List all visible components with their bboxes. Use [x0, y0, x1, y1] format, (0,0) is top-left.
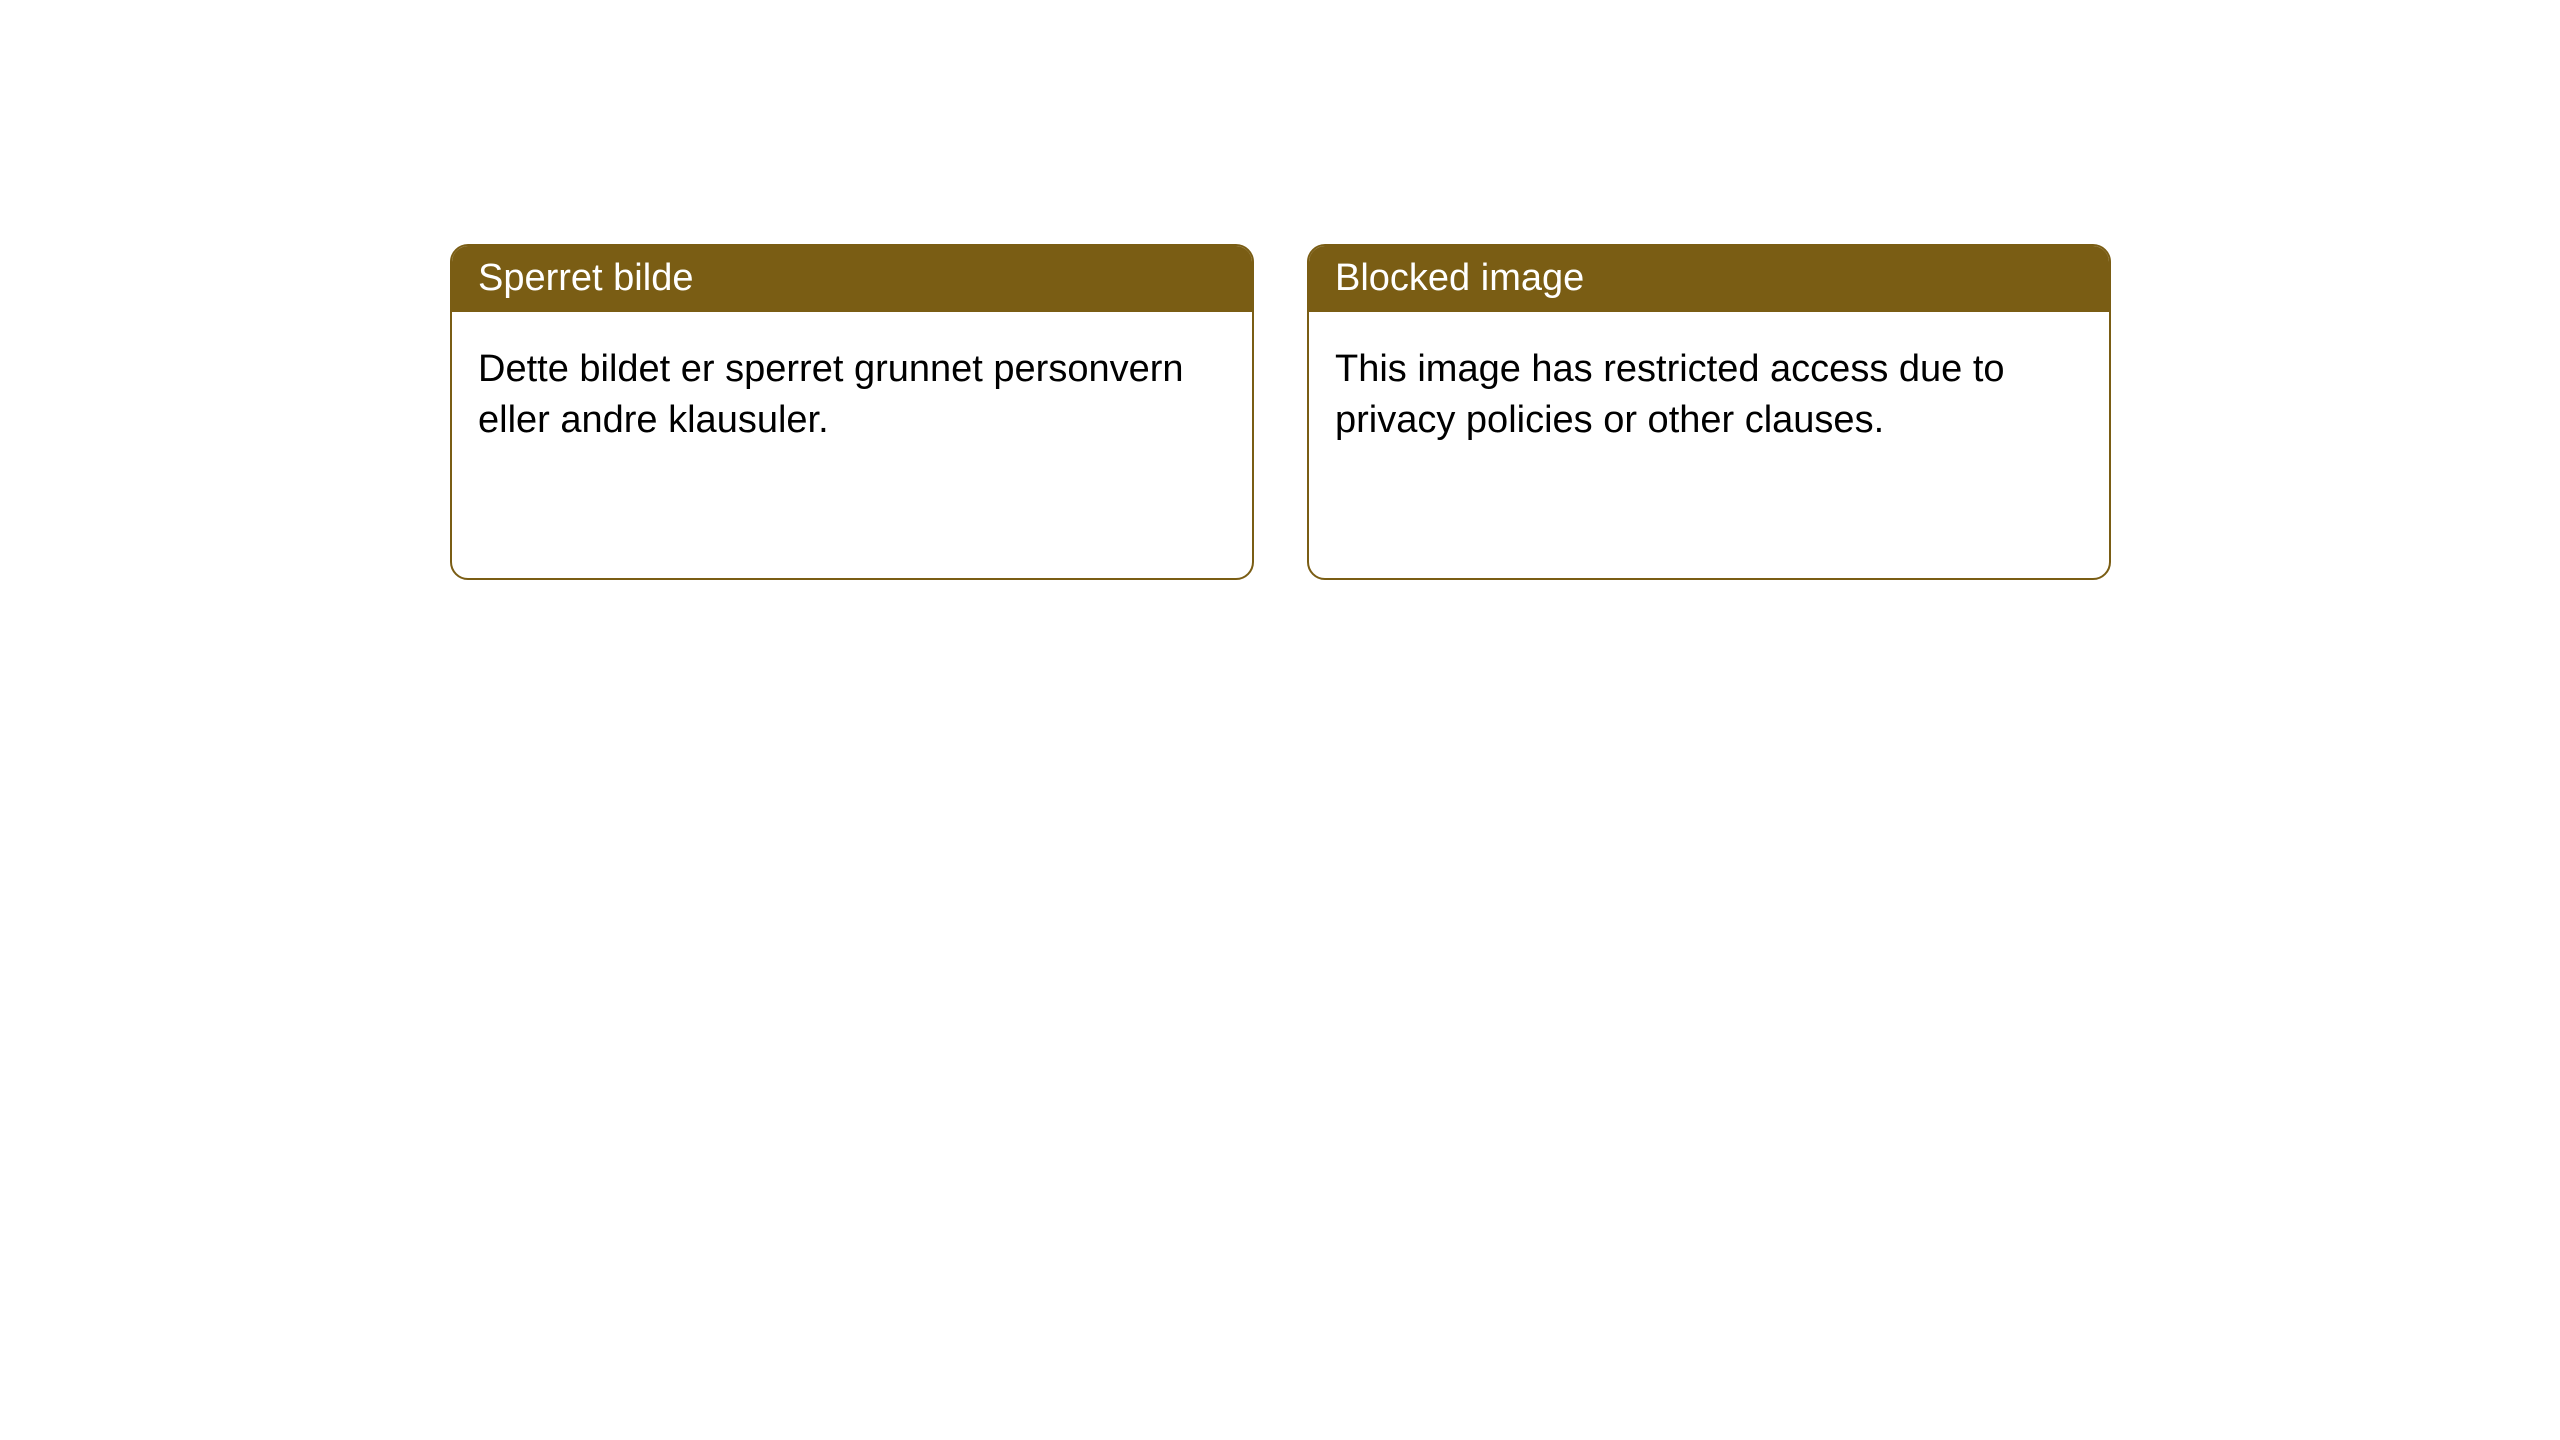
card-title: Blocked image [1309, 246, 2109, 312]
notice-card-norwegian: Sperret bilde Dette bildet er sperret gr… [450, 244, 1254, 580]
card-title: Sperret bilde [452, 246, 1252, 312]
card-body: This image has restricted access due to … [1309, 312, 2109, 479]
card-body: Dette bildet er sperret grunnet personve… [452, 312, 1252, 479]
notice-container: Sperret bilde Dette bildet er sperret gr… [450, 244, 2560, 580]
notice-card-english: Blocked image This image has restricted … [1307, 244, 2111, 580]
